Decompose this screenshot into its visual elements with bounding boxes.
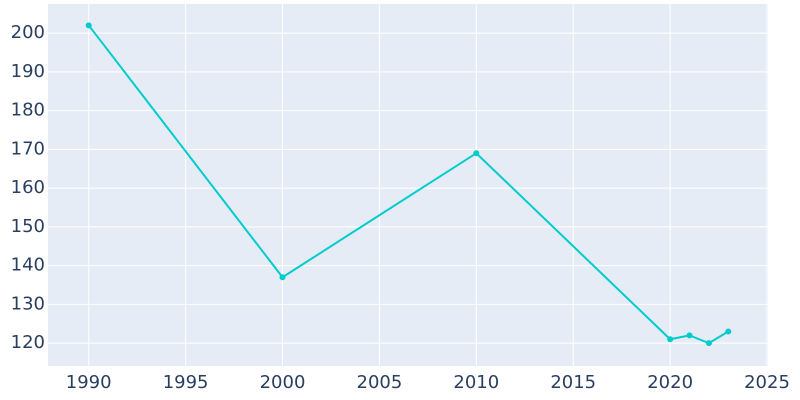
point	[279, 274, 286, 281]
y-tick-label: 190	[11, 61, 45, 82]
point	[725, 328, 732, 335]
y-tick-label: 160	[11, 177, 45, 198]
x-tick-label: 2005	[357, 372, 403, 393]
point	[85, 22, 92, 29]
x-tick-label: 1990	[66, 372, 112, 393]
y-tick-label: 180	[11, 100, 45, 121]
x-tick-label: 2000	[260, 372, 306, 393]
y-tick-label: 130	[11, 293, 45, 314]
point	[686, 332, 693, 339]
x-tick-label: 2025	[744, 372, 790, 393]
y-tick-label: 200	[11, 22, 45, 43]
point	[705, 340, 712, 347]
y-tick-label: 170	[11, 138, 45, 159]
x-tick-label: 2015	[550, 372, 596, 393]
point	[667, 336, 674, 343]
y-tick-label: 150	[11, 216, 45, 237]
plot-area	[48, 4, 768, 366]
y-tick-label: 140	[11, 255, 45, 276]
x-tick-label: 2010	[453, 372, 499, 393]
y-tick-label: 120	[11, 332, 45, 353]
x-tick-label: 1995	[163, 372, 209, 393]
x-tick-label: 2020	[647, 372, 693, 393]
point	[473, 150, 480, 157]
